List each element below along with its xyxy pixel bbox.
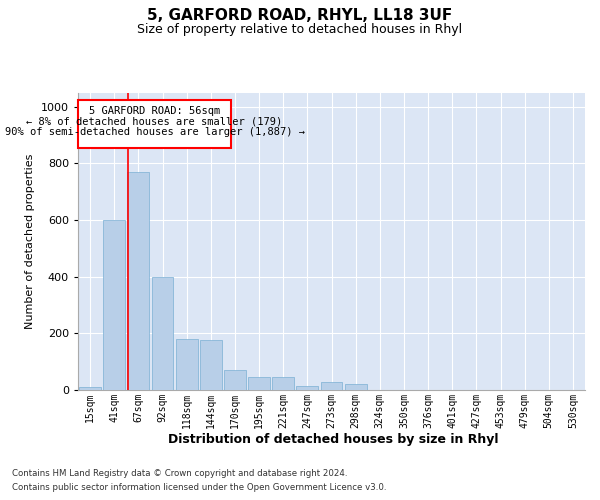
Bar [200, 340, 221, 390]
Bar [272, 377, 294, 390]
Text: Contains public sector information licensed under the Open Government Licence v3: Contains public sector information licen… [12, 484, 386, 492]
FancyBboxPatch shape [79, 100, 230, 148]
Text: Distribution of detached houses by size in Rhyl: Distribution of detached houses by size … [168, 432, 498, 446]
Bar [320, 382, 343, 390]
Text: 5, GARFORD ROAD, RHYL, LL18 3UF: 5, GARFORD ROAD, RHYL, LL18 3UF [148, 8, 452, 22]
Bar [345, 384, 367, 390]
Bar [176, 339, 197, 390]
Text: Size of property relative to detached houses in Rhyl: Size of property relative to detached ho… [137, 22, 463, 36]
Bar [127, 172, 149, 390]
Bar [152, 276, 173, 390]
Text: ← 8% of detached houses are smaller (179): ← 8% of detached houses are smaller (179… [26, 116, 283, 126]
Text: 90% of semi-detached houses are larger (1,887) →: 90% of semi-detached houses are larger (… [5, 128, 305, 138]
Bar [224, 370, 246, 390]
Bar [248, 377, 270, 390]
Text: 5 GARFORD ROAD: 56sqm: 5 GARFORD ROAD: 56sqm [89, 106, 220, 116]
Bar [103, 220, 125, 390]
Bar [79, 387, 101, 390]
Text: Contains HM Land Registry data © Crown copyright and database right 2024.: Contains HM Land Registry data © Crown c… [12, 469, 347, 478]
Y-axis label: Number of detached properties: Number of detached properties [25, 154, 35, 329]
Bar [296, 386, 318, 390]
